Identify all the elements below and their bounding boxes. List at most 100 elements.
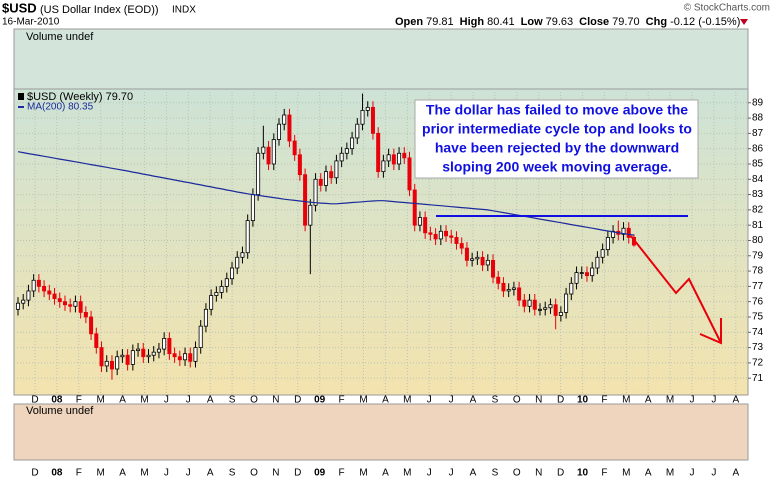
annotation-text: The dollar has failed to move above the — [426, 102, 688, 118]
candle-body — [491, 259, 496, 278]
candle-body — [36, 279, 41, 287]
candle-body — [52, 293, 57, 300]
candle-body — [485, 259, 490, 266]
x-tick-label: J — [427, 395, 432, 406]
x-tick-label: D — [557, 395, 564, 406]
y-tick-label: 85 — [752, 159, 764, 170]
volume-label: Volume undef — [26, 405, 94, 417]
candle-body — [31, 279, 36, 292]
candle-body — [386, 154, 391, 162]
symbol: $USD — [2, 0, 37, 15]
x-tick-label: A — [207, 468, 214, 479]
candle-body — [506, 289, 511, 292]
x-tick-label: M — [666, 468, 674, 479]
x-tick-label: J — [186, 395, 191, 406]
x-tick-label: O — [513, 395, 521, 406]
candle-body — [621, 227, 626, 235]
x-tick-label: M — [140, 395, 148, 406]
x-tick-label: N — [272, 395, 279, 406]
y-tick-label: 77 — [752, 281, 764, 292]
candle-body — [407, 157, 412, 191]
x-tick-label: F — [601, 395, 607, 406]
candle-body — [449, 235, 454, 238]
x-tick-label: D — [31, 468, 38, 479]
candle-body — [444, 230, 449, 237]
candle-body — [584, 272, 589, 277]
candle-body — [209, 295, 214, 310]
candle-body — [26, 290, 31, 301]
x-tick-label: N — [535, 395, 542, 406]
x-tick-label: J — [164, 468, 169, 479]
x-tick-label: M — [97, 395, 105, 406]
candle-body — [391, 154, 396, 165]
candle-body — [543, 307, 548, 310]
legend-ma: MA(200) 80.35 — [27, 102, 94, 113]
x-tick-label: D — [294, 395, 301, 406]
x-tick-label: M — [622, 468, 630, 479]
candle-body — [250, 194, 255, 221]
x-tick-label: M — [622, 395, 630, 406]
x-tick-label: 09 — [314, 395, 326, 406]
candle-body — [240, 252, 245, 258]
candle-body — [172, 353, 177, 358]
quote: Open 79.81 High 80.41 Low 79.63 Close 79.70 Chg -… — [395, 16, 740, 28]
candle-body — [339, 152, 344, 162]
candle-body — [94, 333, 99, 348]
candle-body — [334, 160, 339, 179]
y-tick-label: 82 — [752, 205, 764, 216]
x-tick-label: A — [732, 395, 739, 406]
candle-body — [517, 287, 522, 301]
quote-label: Chg — [646, 16, 667, 28]
y-tick-label: 74 — [752, 327, 764, 338]
candle-body — [532, 299, 537, 310]
x-tick-label: J — [427, 468, 432, 479]
candle-body — [15, 302, 20, 310]
candle-body — [297, 154, 302, 176]
candle-body — [381, 160, 386, 173]
candle-body — [78, 301, 83, 313]
candle-body — [230, 267, 235, 280]
quote-label: Open — [395, 16, 423, 28]
candle-body — [590, 267, 595, 277]
arrow-head — [699, 318, 722, 345]
symbol-name: (US Dollar Index (EOD)) — [40, 4, 159, 16]
y-tick-label: 79 — [752, 250, 764, 261]
candle-body — [511, 287, 516, 290]
y-tick-label: 81 — [752, 220, 764, 231]
quote-value: 79.63 — [546, 16, 574, 28]
quote-value: 79.81 — [426, 16, 454, 28]
x-tick-label: F — [76, 468, 82, 479]
candle-body — [569, 282, 574, 295]
x-tick-label: J — [690, 468, 695, 479]
y-tick-label: 75 — [752, 312, 764, 323]
quote-label: Close — [579, 16, 609, 28]
candle-body — [428, 232, 433, 235]
candle-body — [276, 123, 281, 140]
candle-body — [125, 354, 130, 365]
candle-body — [412, 189, 417, 226]
candle-body — [47, 290, 52, 295]
y-tick-label: 89 — [752, 97, 764, 108]
candle-body — [538, 308, 543, 311]
candle-body — [109, 360, 114, 370]
candle-body — [595, 256, 600, 269]
y-tick-label: 84 — [752, 174, 764, 185]
x-tick-label: 10 — [577, 468, 589, 479]
x-tick-label: A — [119, 468, 126, 479]
candle-body — [527, 299, 532, 307]
candle-body — [480, 256, 485, 266]
candle-body — [397, 152, 402, 165]
candle-body — [459, 243, 464, 249]
candle-body — [151, 351, 156, 356]
x-tick-label: J — [186, 468, 191, 479]
candle-body — [266, 146, 271, 165]
candle-body — [417, 217, 422, 226]
date: 16-Mar-2010 — [2, 17, 60, 28]
candle-body — [83, 311, 88, 318]
candle-body — [42, 285, 47, 292]
candle-body — [203, 308, 208, 327]
candle-body — [136, 348, 141, 352]
candle-body — [475, 256, 480, 260]
candle-body — [188, 353, 193, 362]
candle-body — [454, 237, 459, 244]
